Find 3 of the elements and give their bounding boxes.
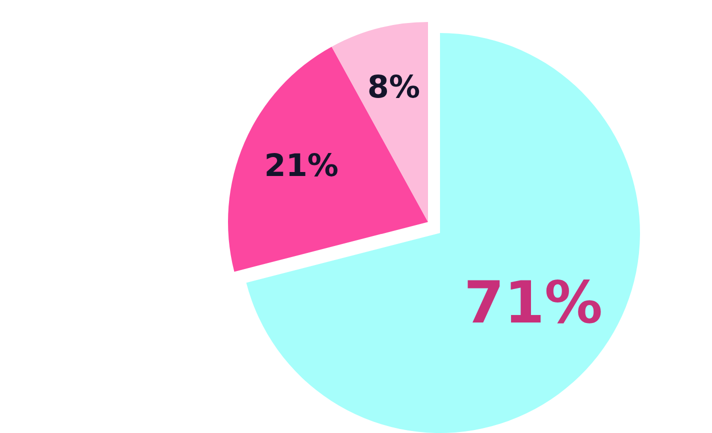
data-label: 21% (264, 148, 338, 184)
data-label: 8% (367, 69, 420, 106)
data-label: 71% (464, 268, 603, 336)
